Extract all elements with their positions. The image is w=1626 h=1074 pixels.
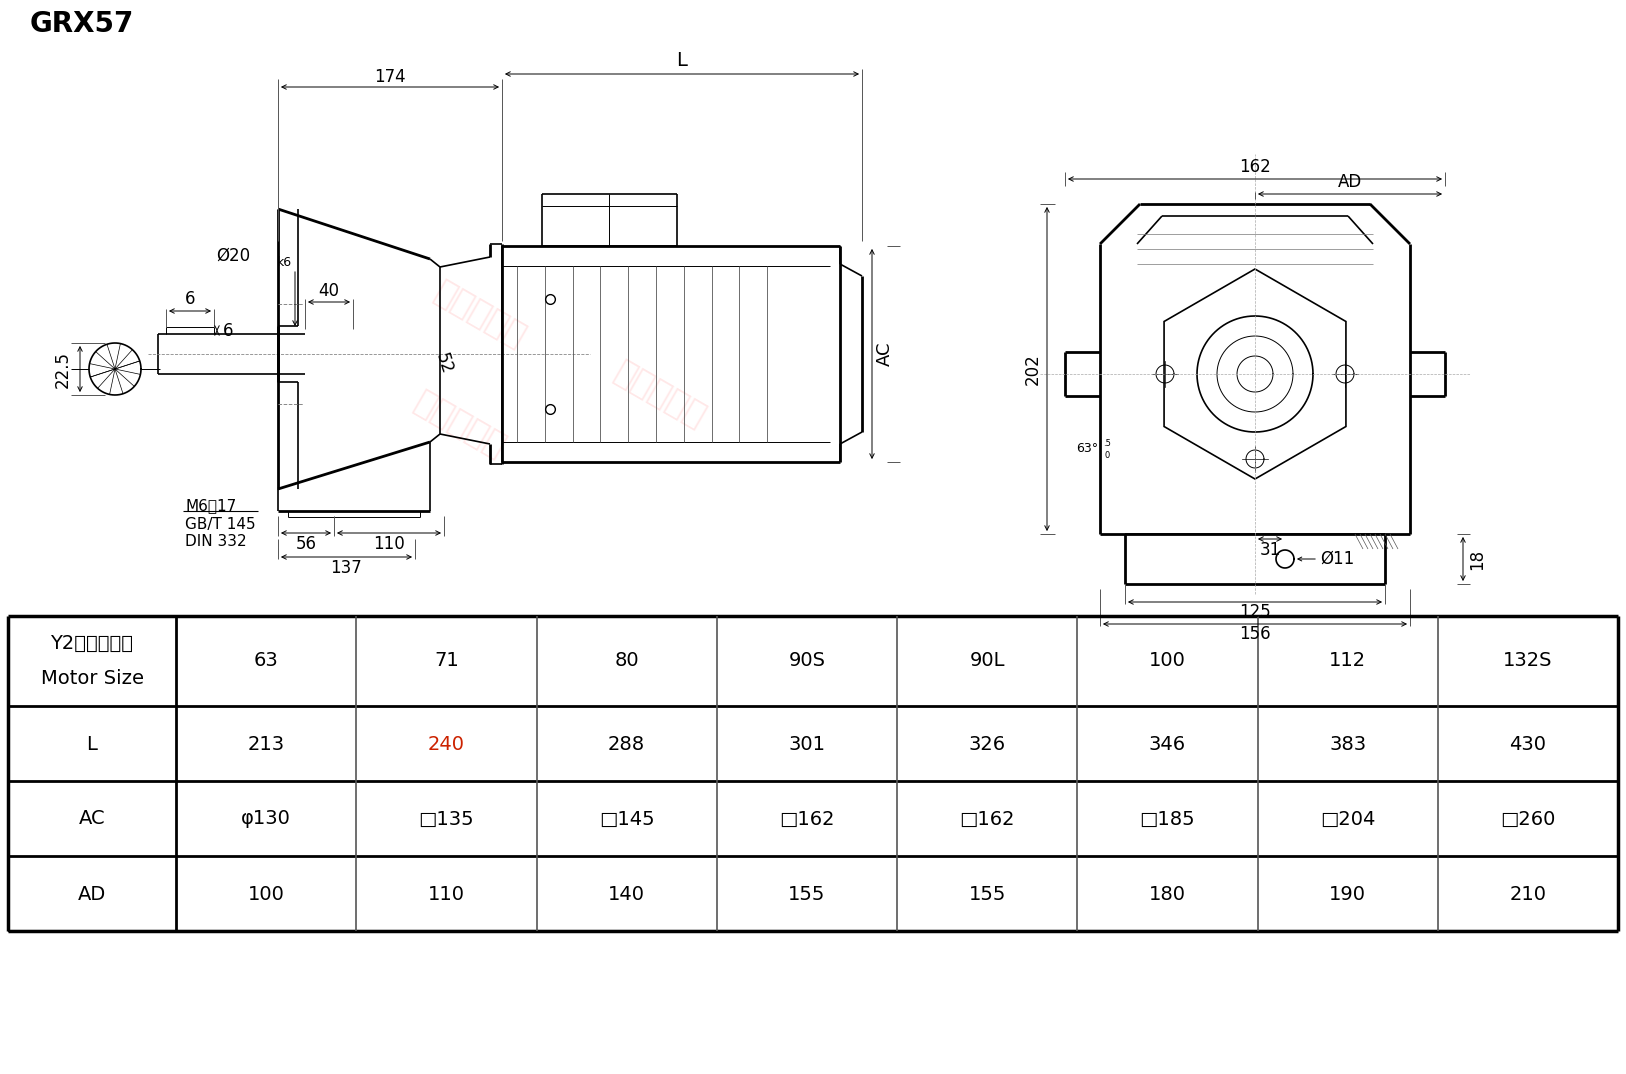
Text: □162: □162 <box>959 810 1015 828</box>
Text: 奥码特传动: 奥码特传动 <box>408 384 512 463</box>
Text: 137: 137 <box>330 558 363 577</box>
Text: 71: 71 <box>434 652 459 670</box>
Text: □145: □145 <box>598 810 654 828</box>
Text: 132S: 132S <box>1502 652 1553 670</box>
Text: M6深17: M6深17 <box>185 498 236 513</box>
Text: 383: 383 <box>1328 735 1366 754</box>
Text: 奥码特传动: 奥码特传动 <box>608 354 712 433</box>
Text: GRX57: GRX57 <box>29 10 135 38</box>
Text: 213: 213 <box>247 735 285 754</box>
Text: 156: 156 <box>1239 625 1272 643</box>
Text: Ø11: Ø11 <box>1320 550 1354 568</box>
Text: 112: 112 <box>1328 652 1366 670</box>
Text: □204: □204 <box>1320 810 1376 828</box>
Text: AC: AC <box>876 342 894 366</box>
Text: Y2电机机座号: Y2电机机座号 <box>50 634 133 653</box>
Text: Ø20: Ø20 <box>216 247 250 265</box>
Text: 18: 18 <box>1468 549 1486 569</box>
Text: GB/T 145: GB/T 145 <box>185 518 255 533</box>
Text: 202: 202 <box>1024 353 1042 384</box>
Text: 180: 180 <box>1150 885 1185 903</box>
Text: 90S: 90S <box>789 652 826 670</box>
Text: 31: 31 <box>1260 541 1281 558</box>
Text: .5: .5 <box>1102 438 1111 448</box>
Text: 40: 40 <box>319 282 340 300</box>
Text: 326: 326 <box>969 735 1006 754</box>
Text: 6: 6 <box>185 290 195 308</box>
Text: □185: □185 <box>1140 810 1195 828</box>
Text: 174: 174 <box>374 68 406 86</box>
Text: 52: 52 <box>433 351 455 377</box>
Text: 63°: 63° <box>1076 442 1098 455</box>
Text: Motor Size: Motor Size <box>41 669 143 688</box>
Text: 240: 240 <box>428 735 465 754</box>
Text: 100: 100 <box>247 885 285 903</box>
Text: 155: 155 <box>789 885 826 903</box>
Text: 56: 56 <box>296 535 317 553</box>
Text: 430: 430 <box>1509 735 1546 754</box>
Text: AC: AC <box>78 810 106 828</box>
Text: L: L <box>86 735 98 754</box>
Text: 100: 100 <box>1150 652 1185 670</box>
Text: 6: 6 <box>223 322 233 340</box>
Text: L: L <box>676 52 688 71</box>
Text: □162: □162 <box>779 810 834 828</box>
Text: □260: □260 <box>1501 810 1556 828</box>
Text: k6: k6 <box>276 257 293 270</box>
Text: 288: 288 <box>608 735 646 754</box>
Text: 22.5: 22.5 <box>54 350 72 388</box>
Text: DIN 332: DIN 332 <box>185 534 247 549</box>
Text: φ130: φ130 <box>241 810 291 828</box>
Text: 奥码特传动: 奥码特传动 <box>428 275 532 353</box>
Text: 110: 110 <box>428 885 465 903</box>
Text: AD: AD <box>78 885 106 903</box>
Text: 346: 346 <box>1150 735 1185 754</box>
Text: 140: 140 <box>608 885 646 903</box>
Text: 63: 63 <box>254 652 278 670</box>
Text: □135: □135 <box>418 810 475 828</box>
Text: AD: AD <box>1338 173 1363 191</box>
Text: 190: 190 <box>1328 885 1366 903</box>
Text: 301: 301 <box>789 735 826 754</box>
Text: 155: 155 <box>969 885 1006 903</box>
Text: 210: 210 <box>1509 885 1546 903</box>
Text: 80: 80 <box>615 652 639 670</box>
Text: 125: 125 <box>1239 603 1272 621</box>
Text: 90L: 90L <box>969 652 1005 670</box>
Text: 162: 162 <box>1239 158 1272 176</box>
Text: 0: 0 <box>1104 451 1109 461</box>
Text: 110: 110 <box>372 535 405 553</box>
